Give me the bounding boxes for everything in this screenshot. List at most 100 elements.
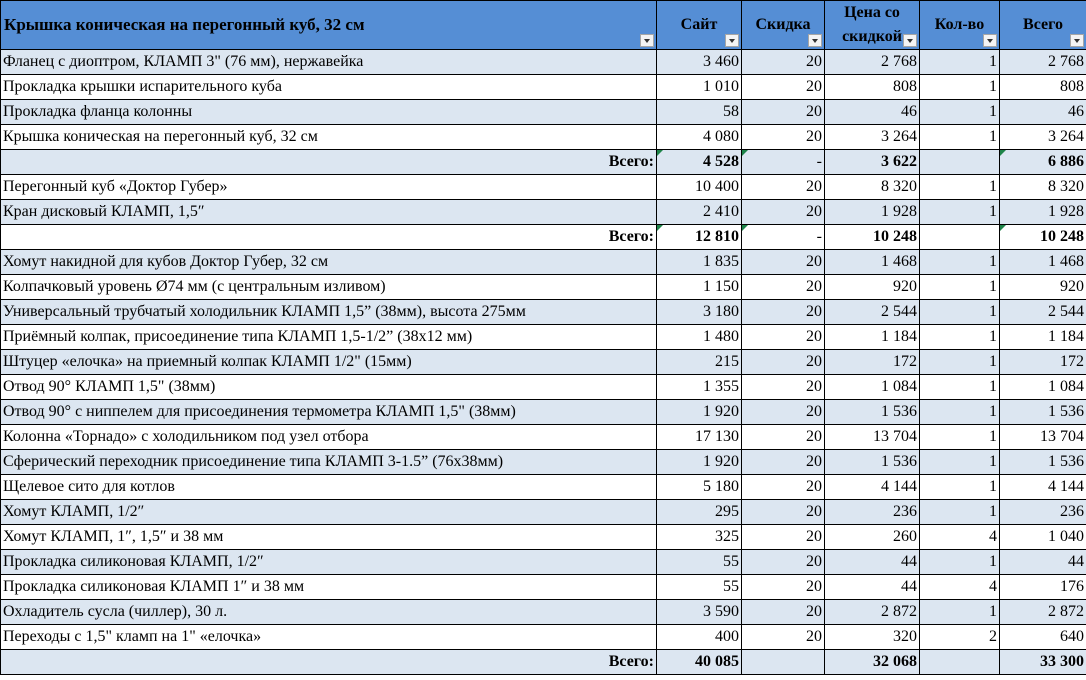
cell-total[interactable]: 3 264 [999, 124, 1086, 150]
cell-discount[interactable]: 20 [741, 374, 825, 400]
cell-discount[interactable]: 20 [741, 99, 825, 125]
filter-dropdown-icon[interactable] [725, 34, 739, 47]
cell-discount[interactable]: 20 [741, 349, 825, 375]
cell-name[interactable]: Всего: [0, 224, 657, 250]
cell-site[interactable]: 1 920 [656, 399, 742, 425]
cell-discount[interactable]: 20 [741, 249, 825, 275]
cell-name[interactable]: Щелевое сито для котлов [0, 474, 657, 500]
cell-site[interactable]: 295 [656, 499, 742, 525]
cell-site[interactable]: 12 810 [656, 224, 742, 250]
cell-total[interactable]: 1 536 [999, 399, 1086, 425]
cell-total[interactable]: 13 704 [999, 424, 1086, 450]
cell-price[interactable]: 4 144 [824, 474, 920, 500]
cell-qty[interactable]: 1 [919, 99, 1000, 125]
cell-qty[interactable]: 1 [919, 324, 1000, 350]
cell-name[interactable]: Прокладка фланца колонны [0, 99, 657, 125]
cell-site[interactable]: 10 400 [656, 174, 742, 200]
cell-discount[interactable]: - [741, 224, 825, 250]
cell-qty[interactable]: 1 [919, 49, 1000, 75]
cell-price[interactable]: 236 [824, 499, 920, 525]
cell-qty[interactable]: 4 [919, 524, 1000, 550]
cell-name[interactable]: Универсальный трубчатый холодильник КЛАМ… [0, 299, 657, 325]
cell-name[interactable]: Всего: [0, 649, 657, 675]
cell-name[interactable]: Отвод 90° с ниппелем для присоединения т… [0, 399, 657, 425]
cell-discount[interactable]: 20 [741, 174, 825, 200]
cell-qty[interactable]: 1 [919, 299, 1000, 325]
cell-price[interactable]: 2 768 [824, 49, 920, 75]
cell-site[interactable]: 1 835 [656, 249, 742, 275]
cell-total[interactable]: 640 [999, 624, 1086, 650]
cell-price[interactable]: 1 468 [824, 249, 920, 275]
cell-qty[interactable]: 1 [919, 549, 1000, 575]
cell-discount[interactable]: 20 [741, 499, 825, 525]
cell-qty[interactable]: 1 [919, 474, 1000, 500]
cell-name[interactable]: Отвод 90° КЛАМП 1,5" (38мм) [0, 374, 657, 400]
cell-site[interactable]: 2 410 [656, 199, 742, 225]
cell-price[interactable]: 44 [824, 574, 920, 600]
cell-site[interactable]: 3 460 [656, 49, 742, 75]
cell-site[interactable]: 1 355 [656, 374, 742, 400]
cell-site[interactable]: 400 [656, 624, 742, 650]
cell-price[interactable]: 8 320 [824, 174, 920, 200]
cell-qty[interactable]: 1 [919, 124, 1000, 150]
cell-name[interactable]: Всего: [0, 149, 657, 175]
cell-discount[interactable]: 20 [741, 449, 825, 475]
cell-qty[interactable]: 1 [919, 174, 1000, 200]
cell-discount[interactable]: 20 [741, 124, 825, 150]
cell-qty[interactable] [919, 649, 1000, 675]
cell-discount[interactable]: 20 [741, 49, 825, 75]
cell-price[interactable]: 44 [824, 549, 920, 575]
cell-site[interactable]: 325 [656, 524, 742, 550]
cell-site[interactable]: 3 590 [656, 599, 742, 625]
cell-price[interactable]: 3 264 [824, 124, 920, 150]
cell-discount[interactable]: 20 [741, 199, 825, 225]
cell-total[interactable]: 1 184 [999, 324, 1086, 350]
filter-dropdown-icon[interactable] [1070, 34, 1084, 47]
cell-price[interactable]: 13 704 [824, 424, 920, 450]
cell-price[interactable]: 10 248 [824, 224, 920, 250]
cell-qty[interactable]: 1 [919, 499, 1000, 525]
cell-qty[interactable]: 1 [919, 199, 1000, 225]
cell-total[interactable]: 236 [999, 499, 1086, 525]
cell-price[interactable]: 260 [824, 524, 920, 550]
cell-name[interactable]: Приёмный колпак, присоединение типа КЛАМ… [0, 324, 657, 350]
cell-qty[interactable]: 1 [919, 374, 1000, 400]
cell-discount[interactable]: 20 [741, 74, 825, 100]
cell-total[interactable]: 1 536 [999, 449, 1086, 475]
cell-name[interactable]: Штуцер «елочка» на приемный колпак КЛАМП… [0, 349, 657, 375]
cell-name[interactable]: Прокладка крышки испарительного куба [0, 74, 657, 100]
cell-total[interactable]: 920 [999, 274, 1086, 300]
cell-site[interactable]: 5 180 [656, 474, 742, 500]
cell-total[interactable]: 1 084 [999, 374, 1086, 400]
cell-qty[interactable]: 1 [919, 74, 1000, 100]
cell-total[interactable]: 10 248 [999, 224, 1086, 250]
cell-price[interactable]: 46 [824, 99, 920, 125]
cell-total[interactable]: 1 040 [999, 524, 1086, 550]
cell-price[interactable]: 808 [824, 74, 920, 100]
cell-total[interactable]: 2 872 [999, 599, 1086, 625]
cell-price[interactable]: 1 928 [824, 199, 920, 225]
cell-discount[interactable]: 20 [741, 474, 825, 500]
cell-qty[interactable]: 2 [919, 624, 1000, 650]
cell-price[interactable]: 172 [824, 349, 920, 375]
cell-qty[interactable]: 1 [919, 599, 1000, 625]
cell-name[interactable]: Хомут КЛАМП, 1″, 1,5″ и 38 мм [0, 524, 657, 550]
filter-dropdown-icon[interactable] [903, 34, 917, 47]
cell-name[interactable]: Прокладка силиконовая КЛАМП, 1/2″ [0, 549, 657, 575]
cell-total[interactable]: 808 [999, 74, 1086, 100]
cell-site[interactable]: 40 085 [656, 649, 742, 675]
cell-price[interactable]: 1 184 [824, 324, 920, 350]
cell-site[interactable]: 17 130 [656, 424, 742, 450]
cell-discount[interactable]: - [741, 149, 825, 175]
cell-total[interactable]: 46 [999, 99, 1086, 125]
cell-discount[interactable] [741, 649, 825, 675]
filter-dropdown-icon[interactable] [640, 34, 654, 47]
cell-discount[interactable]: 20 [741, 524, 825, 550]
cell-price[interactable]: 920 [824, 274, 920, 300]
cell-price[interactable]: 3 622 [824, 149, 920, 175]
cell-price[interactable]: 1 536 [824, 449, 920, 475]
cell-site[interactable]: 58 [656, 99, 742, 125]
cell-total[interactable]: 44 [999, 549, 1086, 575]
cell-price[interactable]: 32 068 [824, 649, 920, 675]
cell-total[interactable]: 33 300 [999, 649, 1086, 675]
